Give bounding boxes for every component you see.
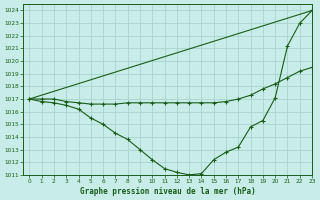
- X-axis label: Graphe pression niveau de la mer (hPa): Graphe pression niveau de la mer (hPa): [80, 187, 256, 196]
